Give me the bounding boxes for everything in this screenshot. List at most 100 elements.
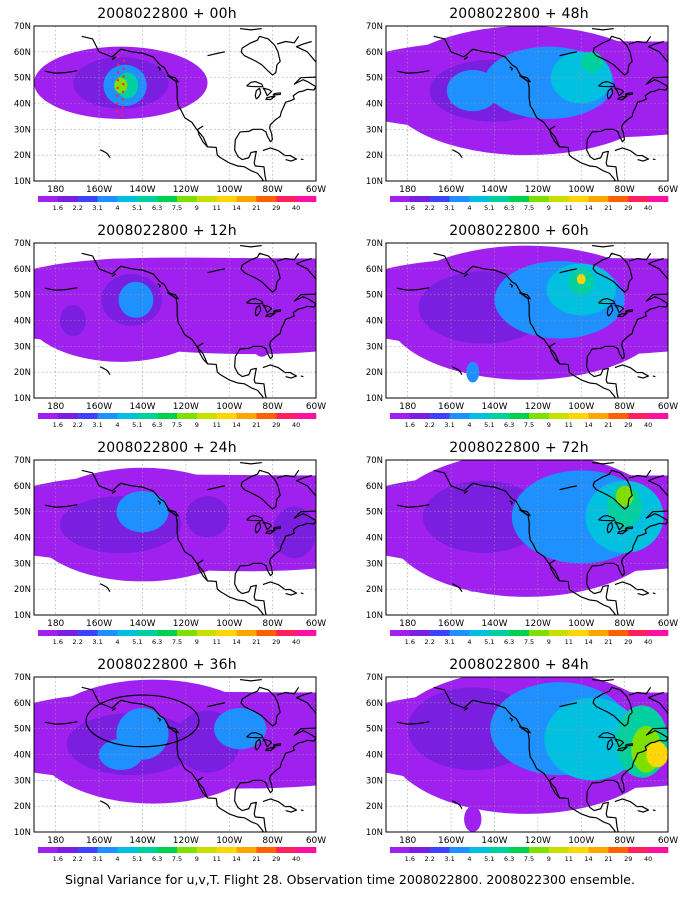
contour-fill	[464, 806, 482, 832]
lat-tick-label: 30N	[14, 125, 31, 135]
lon-tick-label: 60W	[306, 836, 326, 846]
colorbar-swatch	[628, 196, 649, 202]
colorbar-swatch	[548, 630, 570, 636]
lat-tick-label: 60N	[366, 265, 383, 275]
colorbar-label: 9	[547, 421, 551, 429]
lon-tick-label: 60W	[306, 619, 326, 629]
colorbar-swatch	[409, 847, 431, 853]
lon-tick-label: 80W	[262, 836, 282, 846]
colorbar-swatch	[117, 413, 138, 419]
colorbar-label: 5.1	[132, 421, 142, 429]
colorbar-label: 9	[195, 638, 199, 646]
colorbar-label: 5.1	[132, 638, 142, 646]
colorbar-label: 7.5	[524, 204, 534, 212]
colorbar-label: 11	[213, 421, 221, 429]
colorbar-swatch	[449, 196, 470, 202]
contour-fill	[114, 77, 128, 94]
colorbar-swatch	[608, 196, 629, 202]
colorbar-swatch	[77, 847, 98, 853]
lon-tick-label: 120W	[173, 402, 199, 412]
lat-tick-label: 20N	[14, 151, 31, 161]
colorbar-label: 6.3	[504, 204, 514, 212]
variance-contours	[386, 26, 668, 156]
colorbar-swatch	[296, 847, 317, 853]
variance-contours	[386, 460, 668, 597]
colorbar-label: 3.1	[92, 204, 102, 212]
colorbar-label: 1.6	[405, 855, 415, 863]
lon-tick-label: 120W	[525, 836, 551, 846]
colorbar-label: 6.3	[152, 204, 162, 212]
colorbar-label: 21	[604, 855, 612, 863]
colorbar: 1.6 2.2 3.1 4 5.1 6.3 7.5 9 11 14 21 29 40	[38, 196, 317, 212]
lon-tick-label: 80W	[262, 185, 282, 195]
colorbar-swatch	[608, 630, 629, 636]
colorbar-label: 4	[115, 204, 119, 212]
colorbar-swatch	[449, 630, 470, 636]
colorbar-swatch	[648, 847, 669, 853]
lon-tick-label: 180	[399, 836, 416, 846]
gridlines	[386, 26, 668, 181]
lat-tick-label: 40N	[14, 751, 31, 761]
colorbar-swatch	[196, 630, 218, 636]
colorbar-swatch	[177, 413, 198, 419]
colorbar-swatch	[390, 630, 411, 636]
coastlines	[44, 461, 316, 615]
colorbar-label: 14	[232, 204, 240, 212]
contour-fill	[422, 480, 545, 553]
lon-tick-label: 100W	[568, 619, 594, 629]
colorbar-swatch	[276, 847, 297, 853]
colorbar-label: 3.1	[92, 638, 102, 646]
colorbar-label: 2.2	[425, 204, 435, 212]
panel-title: 2008022800 + 24h	[97, 440, 237, 456]
colorbar-label: 2.2	[73, 638, 83, 646]
colorbar-swatch	[509, 847, 530, 853]
lat-tick-label: 50N	[14, 291, 31, 301]
coastlines	[44, 27, 316, 181]
colorbar-label: 2.2	[73, 421, 83, 429]
colorbar-label: 1.6	[53, 855, 63, 863]
colorbar-label: 14	[232, 421, 240, 429]
panel-title: 2008022800 + 12h	[97, 223, 237, 239]
colorbar-label: 7.5	[524, 855, 534, 863]
lon-tick-label: 120W	[173, 185, 199, 195]
colorbar-label: 11	[213, 855, 221, 863]
colorbar-swatch	[628, 847, 649, 853]
colorbar-swatch	[608, 847, 629, 853]
variance-contours	[34, 46, 208, 119]
lon-tick-label: 60W	[658, 185, 678, 195]
variance-map: 70N 60N 50N 40N 30N 20N 10N 180 160W 140W 120W 100W…	[366, 456, 678, 646]
colorbar-swatch	[548, 847, 570, 853]
colorbar-swatch	[117, 630, 138, 636]
colorbar-label: 3.1	[444, 638, 454, 646]
colorbar-swatch	[469, 847, 490, 853]
panel-title: 2008022800 + 60h	[449, 223, 589, 239]
colorbar-swatch	[236, 413, 257, 419]
lon-tick-label: 100W	[216, 836, 242, 846]
lon-tick-label: 80W	[262, 619, 282, 629]
colorbar-swatch	[409, 196, 431, 202]
colorbar-swatch	[137, 630, 158, 636]
lon-tick-label: 160W	[86, 402, 112, 412]
colorbar-swatch	[568, 413, 589, 419]
colorbar-label: 2.2	[425, 421, 435, 429]
colorbar-label: 14	[232, 638, 240, 646]
variance-map: 70N 60N 50N 40N 30N 20N 10N 180 160W 140W 120W 100W…	[366, 673, 678, 863]
lon-tick-label: 160W	[438, 402, 464, 412]
colorbar-swatch	[117, 847, 138, 853]
lon-tick-label: 120W	[525, 402, 551, 412]
coastlines	[396, 27, 668, 181]
lon-tick-label: 140W	[129, 619, 155, 629]
contour-fill	[185, 496, 230, 538]
lon-tick-label: 140W	[481, 402, 507, 412]
colorbar-label: 3.1	[92, 421, 102, 429]
colorbar: 1.6 2.2 3.1 4 5.1 6.3 7.5 9 11 14 21 29 40	[390, 413, 669, 429]
colorbar-swatch	[429, 847, 450, 853]
lon-tick-label: 160W	[86, 619, 112, 629]
colorbar-label: 5.1	[484, 204, 494, 212]
colorbar-swatch	[157, 413, 178, 419]
colorbar-swatch	[117, 196, 138, 202]
variance-map: 70N 60N 50N 40N 30N 20N 10N 180 160W 140W 120W 100W…	[366, 22, 678, 212]
contour-fill	[581, 51, 603, 73]
colorbar-label: 9	[195, 855, 199, 863]
plot-frame	[385, 25, 669, 182]
